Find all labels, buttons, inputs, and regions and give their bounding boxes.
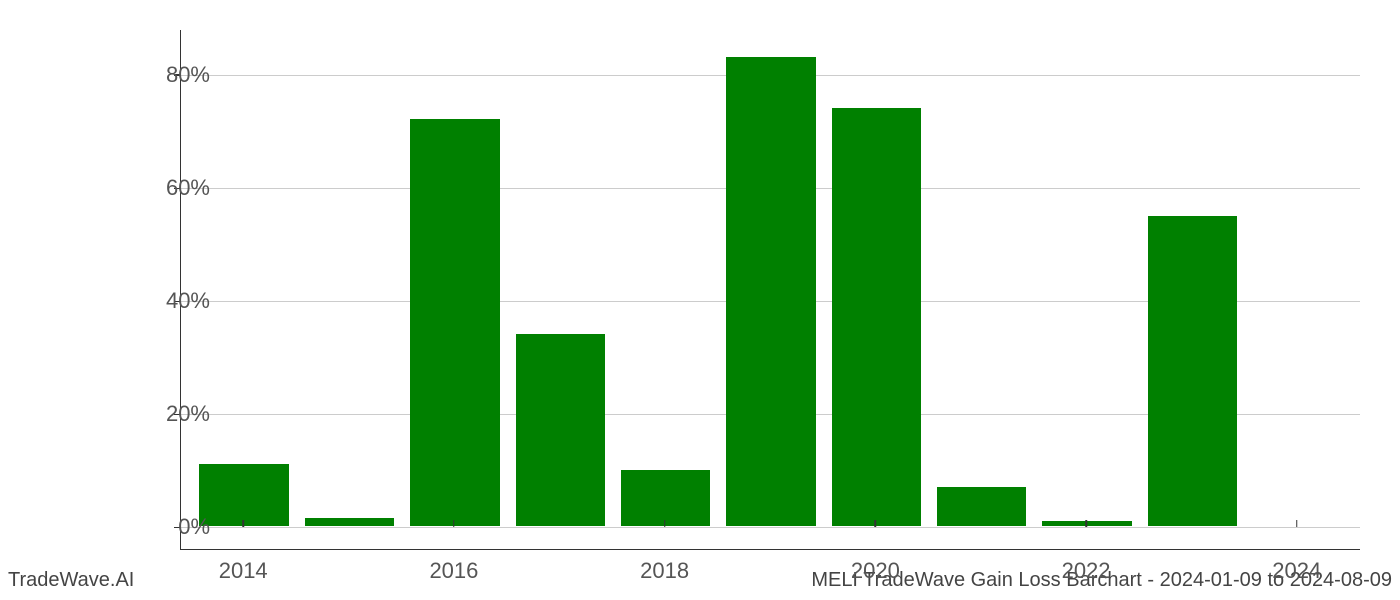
x-tick-mark — [1085, 520, 1087, 527]
x-axis-label: 2016 — [429, 558, 478, 584]
plot-area — [180, 30, 1360, 550]
y-axis-label: 60% — [166, 175, 210, 201]
y-axis-label: 20% — [166, 401, 210, 427]
bar — [726, 57, 816, 526]
x-axis-label: 2022 — [1062, 558, 1111, 584]
bar — [832, 108, 922, 526]
bar — [516, 334, 606, 526]
x-axis-label: 2018 — [640, 558, 689, 584]
bar — [199, 464, 289, 526]
x-tick-mark — [453, 520, 455, 527]
footer-branding: TradeWave.AI — [8, 569, 134, 592]
x-tick-mark — [875, 520, 877, 527]
bar — [621, 470, 711, 527]
bar — [1042, 521, 1132, 527]
x-tick-mark — [242, 520, 244, 527]
x-axis-label: 2024 — [1272, 558, 1321, 584]
y-axis-label: 0% — [178, 514, 210, 540]
bar — [937, 487, 1027, 527]
chart-container — [180, 30, 1360, 550]
y-axis-label: 80% — [166, 62, 210, 88]
bar — [1148, 216, 1238, 527]
bar — [410, 119, 500, 526]
gridline — [181, 527, 1360, 528]
x-tick-mark — [1296, 520, 1298, 527]
y-axis-label: 40% — [166, 288, 210, 314]
x-tick-mark — [664, 520, 666, 527]
bar — [305, 518, 395, 526]
x-axis-label: 2014 — [219, 558, 268, 584]
x-axis-label: 2020 — [851, 558, 900, 584]
